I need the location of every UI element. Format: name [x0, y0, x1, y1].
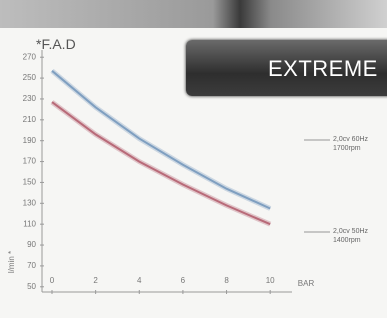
chart-title: *F.A.D [36, 36, 76, 52]
x-tick-label: 6 [181, 276, 186, 285]
y-tick-label: 230 [23, 94, 37, 103]
x-tick-label: 10 [266, 276, 275, 285]
y-tick-label: 210 [23, 115, 37, 124]
y-tick-label: 90 [27, 240, 36, 249]
y-tick-label: 150 [23, 178, 37, 187]
banner-text: EXTREME [268, 56, 378, 82]
background-photo [0, 0, 387, 28]
page: {"chart_data": {"type": "line", "title":… [0, 0, 387, 318]
y-tick-label: 250 [23, 73, 37, 82]
legend-entry: 2,0cv 50Hz 1400rpm [333, 227, 385, 245]
banner: EXTREME [186, 40, 387, 96]
x-tick-label: 2 [93, 276, 98, 285]
x-axis-label: BAR [298, 279, 315, 288]
y-tick-label: 270 [23, 52, 37, 61]
y-tick-label: 70 [27, 261, 36, 270]
y-axis-label: l/min * [7, 251, 16, 273]
x-tick-label: 4 [137, 276, 142, 285]
x-tick-label: 8 [224, 276, 229, 285]
legend-entry: 2,0cv 60Hz 1700rpm [333, 135, 385, 153]
y-tick-label: 190 [23, 136, 37, 145]
y-tick-label: 50 [27, 282, 36, 291]
y-tick-label: 130 [23, 198, 37, 207]
x-tick-label: 0 [50, 276, 55, 285]
y-tick-label: 170 [23, 157, 37, 166]
y-tick-label: 110 [23, 219, 36, 228]
